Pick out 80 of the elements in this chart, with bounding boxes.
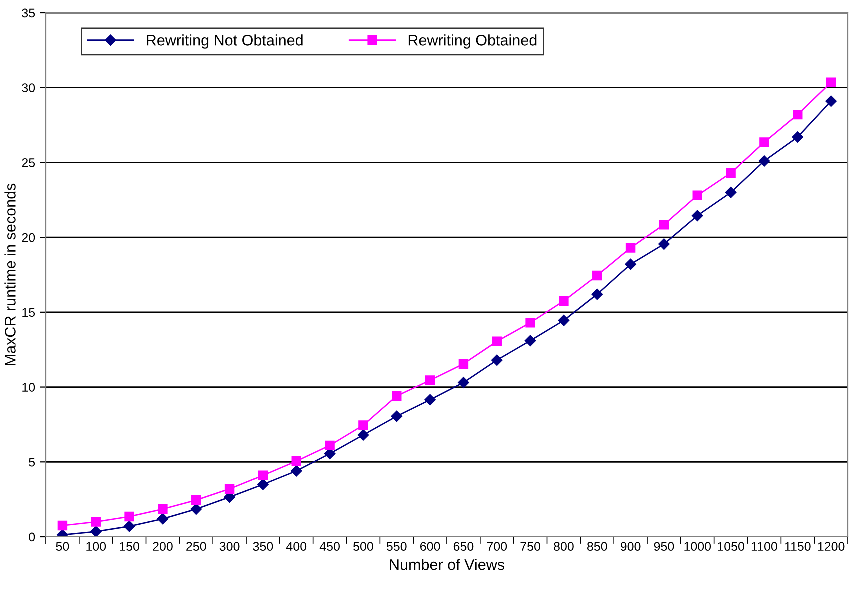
point: [391, 410, 402, 422]
x-tick-label: 200: [153, 542, 173, 552]
x-tick-label: 400: [286, 542, 307, 552]
x-axis-title: Number of Views: [390, 559, 504, 570]
point: [492, 354, 503, 366]
point: [90, 526, 102, 537]
point: [758, 156, 770, 167]
point: [760, 138, 770, 148]
x-tick-label: 300: [220, 542, 240, 552]
point: [458, 377, 470, 388]
point: [158, 504, 168, 514]
y-tick-label: 15: [22, 308, 36, 318]
point: [157, 513, 169, 525]
point: [358, 430, 370, 441]
point: [692, 210, 704, 222]
point: [291, 466, 302, 477]
x-tick-label: 450: [320, 542, 340, 552]
point: [658, 238, 670, 250]
x-tick-label: 150: [120, 542, 140, 552]
x-tick-label: 900: [620, 542, 641, 552]
point: [224, 484, 235, 494]
x-tick-label: 1000: [684, 542, 712, 552]
x-tick-label: 1100: [752, 542, 778, 552]
point: [792, 132, 804, 143]
x-tick-label: 100: [86, 542, 106, 552]
point: [592, 288, 603, 300]
point: [725, 187, 737, 198]
y-tick-label: 0: [29, 532, 36, 542]
y-axis-title: MaxCR runtime in seconds: [4, 184, 16, 366]
x-tick-label: 650: [454, 542, 474, 552]
point: [392, 391, 402, 402]
y-tick-label: 25: [22, 158, 36, 168]
y-tick-label: 30: [22, 84, 36, 93]
point: [325, 440, 335, 451]
point: [424, 394, 436, 406]
y-tick-label: 5: [29, 458, 36, 467]
x-tick-label: 50: [56, 542, 70, 552]
y-tick-label: 20: [22, 233, 36, 242]
x-tick-label: 600: [420, 542, 440, 552]
legend-label: Rewriting Not Obtained: [147, 34, 303, 49]
point: [559, 296, 569, 306]
x-tick-label: 350: [253, 542, 274, 552]
x-tick-label: 850: [587, 542, 608, 552]
point: [692, 190, 702, 201]
y-tick-label: 10: [22, 383, 36, 392]
point: [258, 470, 268, 480]
x-tick-label: 250: [186, 542, 206, 552]
point: [358, 420, 368, 430]
point: [726, 168, 736, 178]
point: [526, 318, 536, 328]
x-tick-label: 750: [520, 542, 540, 552]
legend-label: Rewriting Obtained: [408, 34, 537, 49]
point: [524, 335, 536, 346]
x-tick-label: 950: [654, 542, 674, 552]
x-tick-label: 1200: [818, 542, 845, 552]
point: [425, 376, 436, 386]
point: [625, 258, 636, 270]
x-tick-label: 1150: [785, 542, 811, 552]
x-tick-label: 500: [354, 542, 374, 552]
point: [58, 520, 68, 531]
point: [192, 495, 202, 506]
point: [826, 96, 837, 107]
point: [659, 220, 670, 230]
point: [458, 359, 469, 369]
y-tick-label: 35: [22, 8, 36, 18]
point: [492, 336, 502, 346]
point: [124, 512, 134, 522]
point: [124, 520, 136, 532]
point: [626, 243, 636, 253]
x-tick-label: 700: [487, 542, 508, 552]
point: [190, 504, 202, 515]
x-tick-label: 800: [554, 542, 574, 552]
x-tick-label: 550: [386, 542, 407, 552]
point: [592, 270, 602, 281]
x-tick-label: 1050: [718, 542, 744, 552]
point: [292, 456, 302, 466]
point: [91, 517, 101, 527]
point: [793, 110, 803, 120]
point: [826, 78, 836, 88]
point: [558, 315, 570, 326]
